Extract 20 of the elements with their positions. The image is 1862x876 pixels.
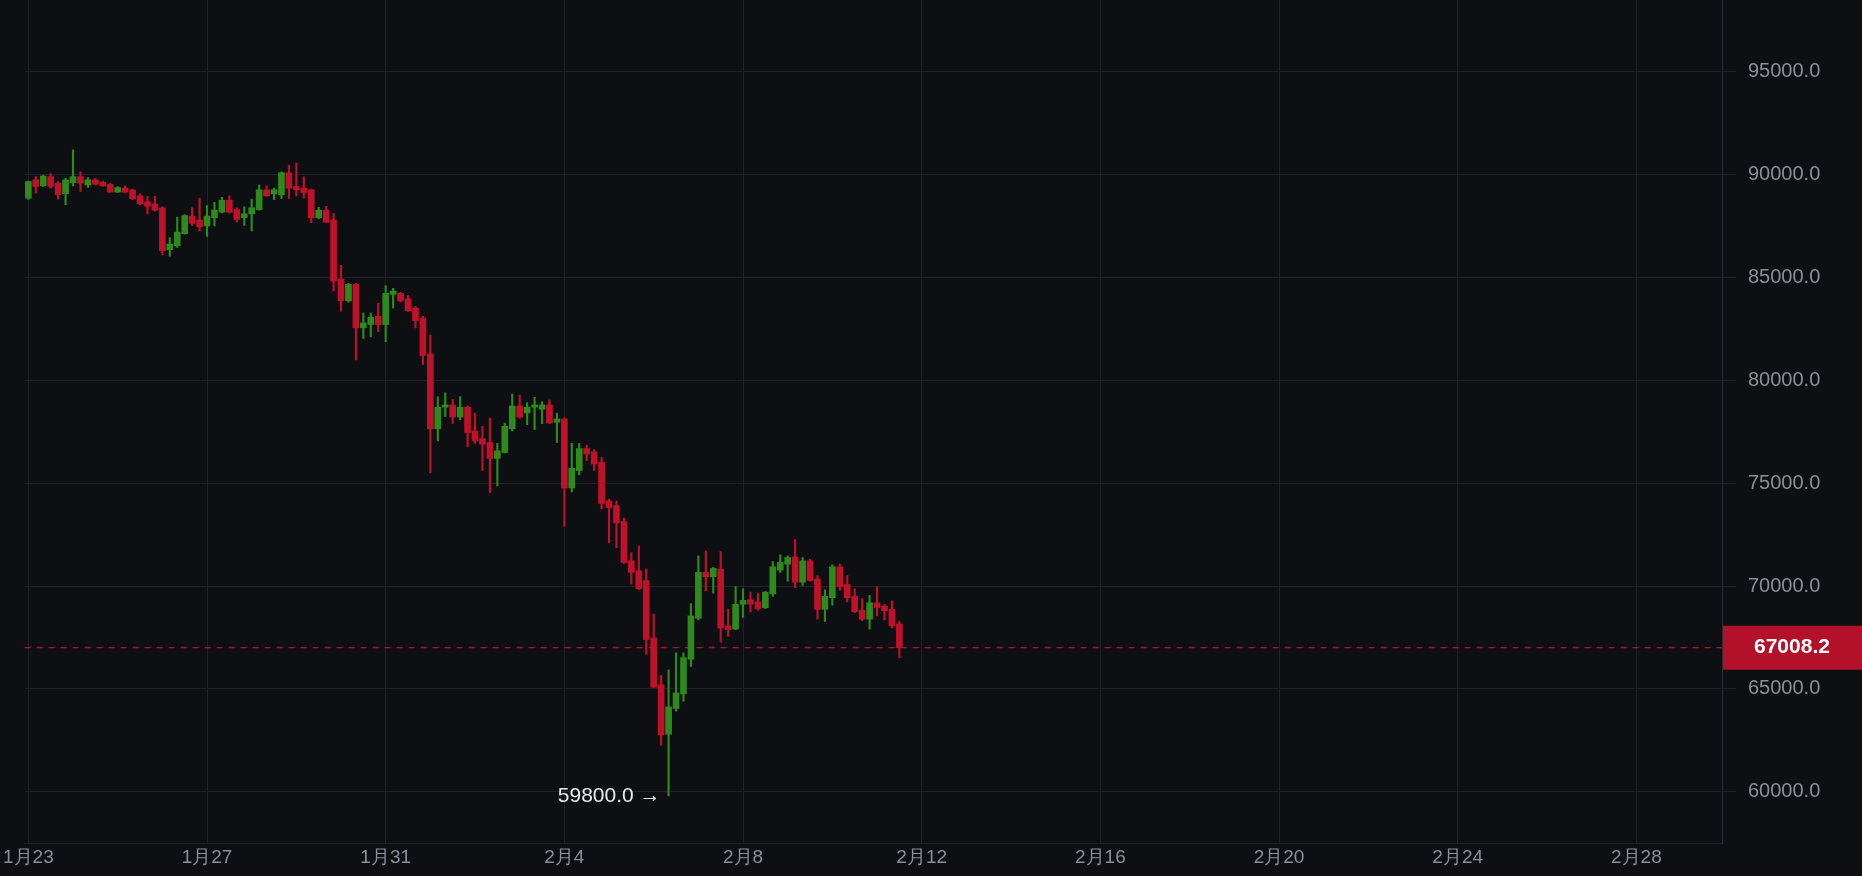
x-tick-label: 2月16	[1075, 845, 1126, 867]
ref-line-label: 67008.2	[1754, 634, 1830, 658]
y-tick-label: 60000.0	[1748, 779, 1821, 802]
y-tick-label: 90000.0	[1748, 162, 1821, 185]
annotation: 59800.0 →	[557, 782, 661, 806]
x-tick-label: 2月8	[722, 845, 764, 867]
x-tick-label: 2月20	[1253, 845, 1305, 867]
x-tick-label: 2月24	[1432, 845, 1484, 867]
y-tick-label: 70000.0	[1748, 573, 1821, 596]
x-tick-label: 1月27	[181, 845, 233, 867]
x-tick-label: 1月31	[360, 845, 412, 867]
y-tick-label: 75000.0	[1748, 470, 1821, 493]
x-tick-label: 1月23	[3, 845, 54, 867]
y-tick-label: 65000.0	[1748, 676, 1821, 699]
y-tick-label: 85000.0	[1748, 265, 1821, 288]
y-tick-label: 80000.0	[1748, 367, 1821, 390]
x-tick-label: 2月12	[896, 845, 948, 867]
x-tick-label: 2月4	[544, 845, 585, 867]
y-tick-label: 95000.0	[1748, 59, 1821, 82]
x-tick-label: 2月28	[1611, 845, 1662, 867]
